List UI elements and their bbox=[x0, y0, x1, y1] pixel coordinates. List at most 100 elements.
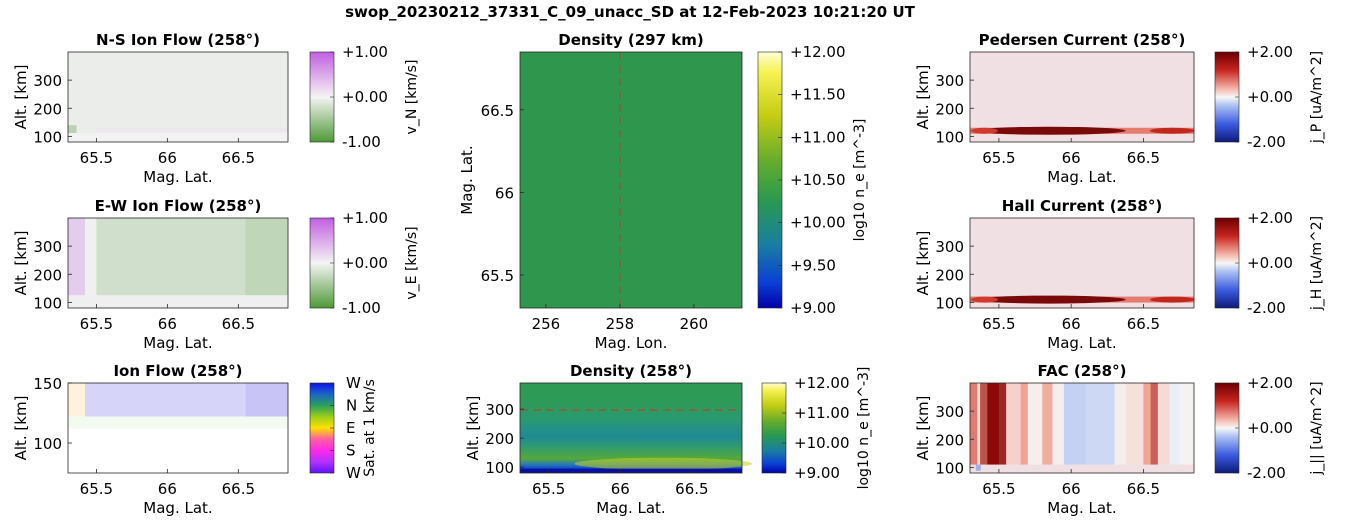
ion-flow-cb-tick-label: E bbox=[346, 419, 355, 437]
ew-ion-flow-cb-tick-label: -1.00 bbox=[342, 299, 381, 317]
hall-current-title: Hall Current (258°) bbox=[1002, 197, 1162, 215]
ion-flow-cb-tick-label: W bbox=[346, 374, 361, 392]
ion-flow-xtick-label: 65.5 bbox=[80, 480, 113, 498]
pedersen-current-ytick-label: 300 bbox=[935, 72, 964, 90]
ion-flow-ytick-label: 150 bbox=[33, 375, 62, 393]
fac-column bbox=[1042, 383, 1053, 465]
ion-flow-cb-tick-label: S bbox=[346, 442, 356, 460]
ew-ion-flow-ylabel: Alt. [km] bbox=[12, 231, 30, 296]
density-297km-xtick-label: 260 bbox=[680, 315, 709, 333]
density-258-frame bbox=[519, 382, 743, 474]
density-258-field bbox=[520, 383, 742, 473]
density-297km-cb-tick-label: +11.00 bbox=[790, 128, 846, 146]
ns-ion-flow-field bbox=[68, 52, 288, 142]
fac-column bbox=[987, 383, 1000, 465]
pedersen-current-frame bbox=[969, 51, 1195, 143]
ns-ion-flow-ytick-label: 200 bbox=[33, 100, 62, 118]
ew-ion-flow-cb-tick-label: +1.00 bbox=[342, 209, 388, 227]
fac-ytick-label: 300 bbox=[935, 403, 964, 421]
pedersen-current-ylabel: Alt. [km] bbox=[914, 65, 932, 130]
density-258-cb-tick-label: +12.00 bbox=[794, 374, 850, 392]
fac-column bbox=[998, 383, 1007, 465]
ns-ion-flow-ylabel: Alt. [km] bbox=[12, 65, 30, 130]
ns-ion-flow-cb-tick-label: +0.00 bbox=[342, 88, 388, 106]
pedersen-current-title: Pedersen Current (258°) bbox=[979, 31, 1186, 49]
ew-ion-flow-column bbox=[245, 218, 289, 296]
density-258-ytick-label: 300 bbox=[485, 401, 514, 419]
density-297km-cb-tick-label: +10.00 bbox=[790, 214, 846, 232]
fac-column bbox=[1179, 383, 1195, 465]
pedersen-current-cb-tick-label: +0.00 bbox=[1247, 88, 1293, 106]
fac-cb-label: j_|| [uA/m^2] bbox=[1309, 381, 1325, 475]
density-258-xtick-label: 66.5 bbox=[675, 480, 708, 498]
ns-ion-flow-frame bbox=[67, 51, 289, 143]
density-297km-frame bbox=[519, 51, 743, 309]
ew-ion-flow-xtick-label: 66 bbox=[158, 315, 177, 333]
ns-ion-flow-xlabel: Mag. Lat. bbox=[143, 168, 212, 186]
hall-current-xtick-label: 66 bbox=[1062, 315, 1081, 333]
ion-flow-panel: Ion Flow (258°) 65.5 66 66.5 100 150 Mag. Lat.… bbox=[12, 362, 378, 517]
hall-current-xtick-label: 66.5 bbox=[1127, 315, 1160, 333]
ns-ion-flow-cb-tick-label: +1.00 bbox=[342, 43, 388, 61]
hall-current-band-tail bbox=[1149, 296, 1195, 303]
fac-panel: FAC (258°) 65.5 66 66.5 100 200 300 Mag. Lat. Al… bbox=[914, 362, 1325, 517]
ns-ion-flow-xtick-label: 65.5 bbox=[80, 149, 113, 167]
fac-column bbox=[1085, 383, 1116, 465]
ns-ion-flow-panel: N-S Ion Flow (258°) 65.5 66 66.5 100 200 300 Ma… bbox=[12, 31, 420, 186]
hall-current-ytick-label: 200 bbox=[935, 266, 964, 284]
ion-flow-cb-tick-label: W bbox=[346, 464, 361, 482]
fac-column bbox=[980, 383, 988, 465]
ns-ion-flow-cb-tick-label: -1.00 bbox=[342, 133, 381, 151]
hall-current-cb-tick-label: +0.00 bbox=[1247, 254, 1293, 272]
ion-flow-colorbar bbox=[309, 382, 335, 474]
ion-flow-ylabel: Alt. [km] bbox=[12, 396, 30, 461]
hall-current-xtick-label: 65.5 bbox=[982, 315, 1015, 333]
density-297km-cb-tick-label: +9.00 bbox=[790, 299, 836, 317]
pedersen-current-cb-label: j_P [uA/m^2] bbox=[1309, 51, 1325, 144]
density-297km-title: Density (297 km) bbox=[558, 31, 703, 49]
ion-flow-title: Ion Flow (258°) bbox=[113, 362, 242, 380]
fac-xlabel: Mag. Lat. bbox=[1047, 499, 1116, 517]
pedersen-current-field bbox=[970, 52, 1194, 142]
density-258-xlabel: Mag. Lat. bbox=[596, 499, 665, 517]
density-297km-cb-tick-label: +12.00 bbox=[790, 43, 846, 61]
fac-column bbox=[970, 383, 978, 465]
ns-ion-flow-xtick-label: 66 bbox=[158, 149, 177, 167]
density-297km-ylabel: Mag. Lat. bbox=[458, 145, 476, 214]
fac-cb-tick-label: +2.00 bbox=[1247, 374, 1293, 392]
density-297km-ytick-label: 66 bbox=[495, 184, 514, 202]
ion-flow-cb-tick-label: N bbox=[346, 397, 357, 415]
ion-flow-xtick-label: 66.5 bbox=[222, 480, 255, 498]
fac-xtick-label: 66 bbox=[1062, 480, 1081, 498]
fac-ytick-label: 200 bbox=[935, 431, 964, 449]
ew-ion-flow-ytick-label: 300 bbox=[33, 238, 62, 256]
ew-ion-flow-xtick-label: 65.5 bbox=[80, 315, 113, 333]
pedersen-current-xtick-label: 66.5 bbox=[1127, 149, 1160, 167]
fac-column bbox=[1027, 383, 1043, 465]
density-258-ytick-label: 100 bbox=[485, 459, 514, 477]
pedersen-current-band-core bbox=[973, 126, 1126, 135]
fac-column bbox=[1157, 383, 1170, 465]
density-258-xtick-label: 66 bbox=[611, 480, 630, 498]
density-297km-xtick-label: 258 bbox=[606, 315, 635, 333]
ew-ion-flow-ytick-label: 200 bbox=[33, 266, 62, 284]
density-297km-field bbox=[520, 52, 742, 308]
fac-column bbox=[1020, 383, 1029, 465]
pedersen-current-cb-tick-label: +2.00 bbox=[1247, 43, 1293, 61]
ns-ion-flow-xtick-label: 66.5 bbox=[222, 149, 255, 167]
fac-column bbox=[1169, 383, 1181, 465]
hall-current-ytick-label: 300 bbox=[935, 238, 964, 256]
pedersen-current-panel: Pedersen Current (258°) 65.5 66 66.5 100 200 3… bbox=[914, 31, 1325, 186]
fac-cb-tick-label: +0.00 bbox=[1247, 419, 1293, 437]
hall-current-xlabel: Mag. Lat. bbox=[1047, 334, 1116, 352]
pedersen-current-ytick-label: 100 bbox=[935, 128, 964, 146]
fac-xtick-label: 66.5 bbox=[1127, 480, 1160, 498]
fac-column bbox=[1150, 383, 1159, 465]
hall-current-panel: Hall Current (258°) 65.5 66 66.5 100 200 300 Ma… bbox=[914, 197, 1325, 352]
fac-frame bbox=[969, 382, 1195, 474]
ew-ion-flow-column bbox=[68, 218, 86, 296]
density-297km-xlabel: Mag. Lon. bbox=[595, 334, 668, 352]
fac-cb-tick-label: -2.00 bbox=[1247, 464, 1286, 482]
density-258-emax bbox=[574, 457, 753, 470]
